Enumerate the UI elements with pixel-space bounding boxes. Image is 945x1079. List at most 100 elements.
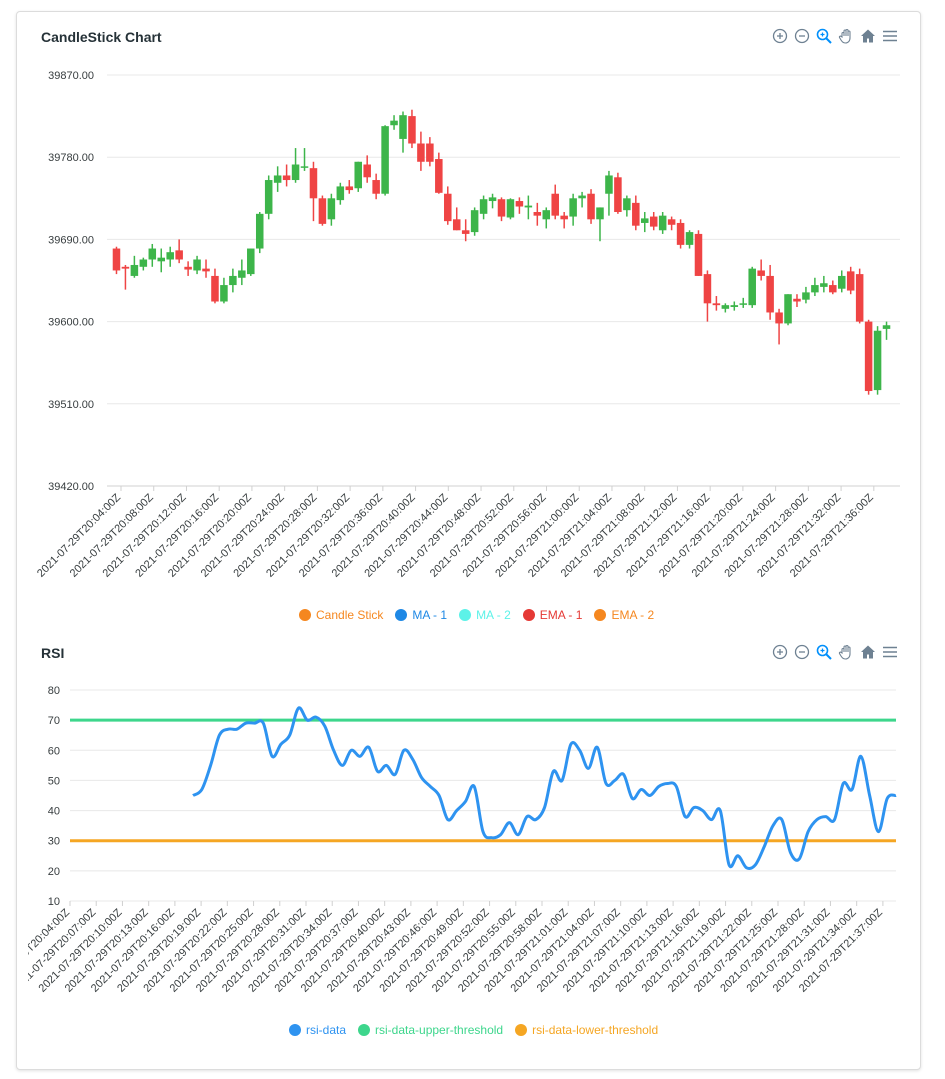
- candle-body: [649, 216, 658, 227]
- pan-icon[interactable]: [837, 27, 855, 45]
- legend-label: rsi-data-lower-threshold: [532, 1023, 659, 1037]
- candle-body: [184, 266, 192, 270]
- zoom-out-icon[interactable]: [793, 27, 811, 45]
- candle-body: [175, 250, 183, 260]
- candle-body: [282, 175, 291, 181]
- candle-body: [739, 303, 748, 305]
- home-reset-icon[interactable]: [859, 643, 877, 661]
- candle-body: [121, 266, 130, 269]
- y-tick-label: 60: [48, 745, 60, 757]
- candle-toolbar: [771, 27, 899, 45]
- legend-marker: [515, 1024, 528, 1036]
- legend-label: Candle Stick: [316, 608, 384, 622]
- candle-body: [587, 193, 595, 220]
- legend-label: rsi-data-upper-threshold: [375, 1023, 504, 1037]
- zoom-out-icon[interactable]: [793, 643, 811, 661]
- candle-body: [417, 143, 425, 162]
- candle-body: [363, 164, 371, 178]
- candle-body: [703, 274, 712, 304]
- y-tick-label: 50: [48, 775, 60, 787]
- candle-chart-title: CandleStick Chart: [41, 29, 162, 45]
- candle-body: [220, 285, 228, 302]
- candle-body: [694, 233, 703, 276]
- legend-item[interactable]: rsi-data-lower-threshold: [515, 1023, 658, 1037]
- y-tick-label: 20: [48, 866, 60, 878]
- legend-marker: [522, 609, 535, 621]
- candle-body: [112, 248, 121, 271]
- candle-body: [775, 312, 783, 324]
- candle-body: [837, 275, 846, 289]
- y-tick-label: 39690.00: [48, 234, 94, 246]
- candle-legend: Candle Stick MA - 1 MA - 2 EMA - 1 EMA - 2: [299, 608, 654, 622]
- y-tick-label: 70: [48, 715, 60, 727]
- candle-body: [148, 248, 157, 260]
- selection-zoom-icon[interactable]: [815, 643, 833, 661]
- candle-body: [309, 168, 318, 199]
- candle-body: [658, 215, 667, 231]
- zoom-in-icon[interactable]: [771, 643, 789, 661]
- legend-label: rsi-data: [306, 1023, 347, 1037]
- candle-body: [426, 143, 434, 162]
- candle-body: [596, 207, 604, 220]
- home-reset-icon[interactable]: [859, 27, 877, 45]
- zoom-in-icon[interactable]: [771, 27, 789, 45]
- candle-body: [551, 193, 559, 216]
- candle-body: [130, 264, 139, 276]
- candle-body: [542, 210, 551, 220]
- candle-body: [399, 115, 407, 139]
- legend-item[interactable]: EMA - 1: [522, 608, 582, 622]
- legend-item[interactable]: MA - 1: [395, 608, 447, 622]
- candle-body: [354, 161, 362, 189]
- candle-body: [435, 159, 443, 193]
- legend-item[interactable]: rsi-data-upper-threshold: [358, 1023, 503, 1037]
- menu-icon[interactable]: [881, 27, 899, 45]
- legend-item[interactable]: EMA - 2: [594, 608, 654, 622]
- candle-body: [479, 199, 488, 214]
- legend-marker: [395, 609, 408, 621]
- rsi-data-line: [192, 706, 897, 871]
- candle-body: [497, 199, 506, 217]
- y-tick-label: 39870.00: [48, 70, 94, 82]
- legend-label: EMA - 2: [611, 608, 655, 622]
- candle-body: [641, 218, 649, 223]
- legend-item[interactable]: Candle Stick: [299, 608, 383, 622]
- candle-body: [748, 268, 756, 306]
- legend-item[interactable]: MA - 2: [459, 608, 511, 622]
- candle-body: [730, 305, 739, 307]
- legend-marker: [594, 609, 607, 621]
- candle-body: [632, 202, 640, 226]
- candle-body: [533, 212, 542, 216]
- candle-body: [488, 197, 497, 202]
- candle-body: [802, 292, 810, 300]
- pan-icon[interactable]: [837, 643, 855, 661]
- selection-zoom-icon[interactable]: [815, 27, 833, 45]
- y-tick-label: 39420.00: [48, 481, 94, 493]
- candle-body: [300, 166, 309, 168]
- candle-body: [345, 186, 354, 191]
- candle-body: [685, 232, 694, 245]
- y-tick-label: 10: [48, 896, 60, 908]
- legend-item[interactable]: rsi-data: [289, 1023, 346, 1037]
- candle-body: [139, 259, 148, 267]
- candle-body: [757, 270, 765, 276]
- candle-body: [873, 330, 882, 391]
- candle-body: [166, 252, 174, 260]
- rsi-legend: rsi-data rsi-data-upper-threshold rsi-data…: [289, 1023, 658, 1037]
- candle-body: [515, 201, 524, 207]
- candle-body: [855, 274, 864, 322]
- candle-body: [614, 177, 622, 212]
- charts-card: [16, 11, 921, 1070]
- candle-body: [470, 210, 479, 233]
- legend-marker: [289, 1024, 301, 1036]
- candle-body: [784, 294, 792, 324]
- y-tick-label: 80: [48, 685, 60, 697]
- menu-icon[interactable]: [881, 643, 899, 661]
- y-tick-label: 40: [48, 806, 60, 818]
- candle-body: [623, 198, 631, 211]
- candle-body: [291, 164, 300, 181]
- candle-body: [372, 180, 380, 194]
- y-tick-label: 39600.00: [48, 317, 94, 329]
- y-tick-label: 39780.00: [48, 152, 94, 164]
- candle-body: [264, 180, 273, 214]
